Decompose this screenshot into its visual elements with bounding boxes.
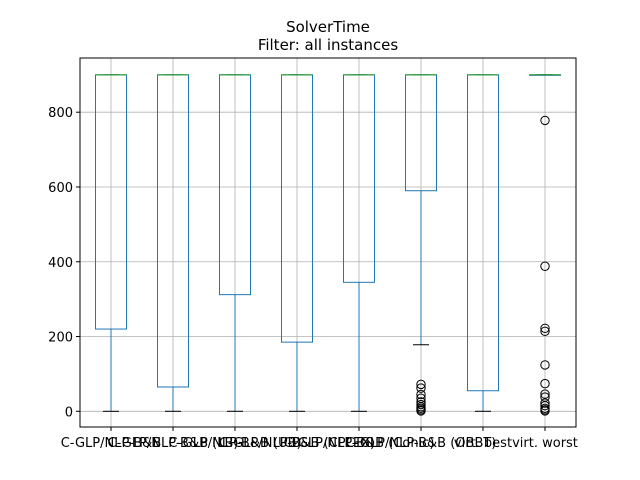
grid-layer bbox=[80, 58, 576, 427]
y-axis: 0 200 400 600 800 bbox=[48, 106, 80, 420]
x-tick-label: C-GLP/NLP-B&B (OBBT) bbox=[346, 436, 497, 451]
box-group bbox=[529, 74, 561, 416]
chart-title: SolverTime bbox=[286, 18, 370, 36]
outlier-point bbox=[540, 406, 550, 416]
outlier-point bbox=[416, 389, 426, 400]
outlier-point bbox=[416, 383, 426, 393]
outlier-point bbox=[540, 360, 550, 370]
outlier-point bbox=[540, 398, 550, 408]
outlier-point bbox=[540, 326, 550, 336]
outlier-point bbox=[540, 323, 550, 334]
box-group bbox=[95, 74, 127, 412]
y-tick-label: 600 bbox=[48, 181, 73, 196]
outlier-point bbox=[540, 389, 550, 399]
outlier-point bbox=[540, 261, 550, 271]
outlier-point bbox=[540, 400, 550, 411]
plot-frame bbox=[79, 57, 577, 428]
x-tick-label: C-GLP/NLP-B&B (Conic) bbox=[284, 436, 435, 451]
outlier-point bbox=[540, 378, 550, 389]
x-tick-label: C-GLP/NLP-B&B (LB) bbox=[108, 436, 239, 451]
box-group bbox=[343, 74, 375, 412]
outlier-point bbox=[540, 115, 550, 126]
y-tick-label: 0 bbox=[65, 405, 73, 420]
x-tick-label: C-GLP/NLP-B&B (CPLEX) bbox=[219, 436, 375, 451]
chart-subtitle: Filter: all instances bbox=[258, 36, 399, 54]
box-group bbox=[405, 74, 437, 416]
box-group bbox=[281, 74, 313, 412]
y-tick-label: 400 bbox=[48, 256, 73, 271]
outlier-point bbox=[416, 397, 426, 407]
y-tick-label: 200 bbox=[48, 331, 73, 346]
box-layer bbox=[95, 74, 561, 416]
box-group bbox=[157, 74, 189, 412]
outlier-point bbox=[416, 406, 426, 416]
x-tick-label: C-GLP/NLP-B&B bbox=[61, 436, 162, 451]
x-tick-label: virt. worst bbox=[512, 436, 578, 451]
outlier-point bbox=[416, 399, 426, 410]
x-tick-label: virt. best bbox=[454, 436, 512, 451]
outlier-point bbox=[416, 379, 426, 390]
x-tick-label: C-GLP/NLP-B&B (UB) bbox=[168, 436, 301, 451]
box-group bbox=[467, 74, 499, 412]
box-group bbox=[219, 74, 251, 412]
y-tick-label: 800 bbox=[48, 106, 73, 121]
x-axis: C-GLP/NLP-B&BC-GLP/NLP-B&B (LB)C-GLP/NLP… bbox=[61, 427, 578, 451]
